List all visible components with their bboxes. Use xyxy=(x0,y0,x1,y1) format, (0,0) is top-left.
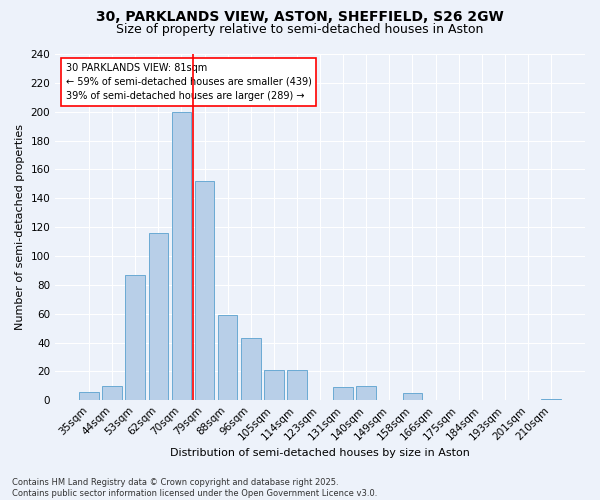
Bar xyxy=(103,386,122,400)
Bar xyxy=(149,233,168,400)
Bar xyxy=(264,370,284,400)
Bar xyxy=(356,386,376,400)
X-axis label: Distribution of semi-detached houses by size in Aston: Distribution of semi-detached houses by … xyxy=(170,448,470,458)
Bar xyxy=(541,399,561,400)
Bar xyxy=(125,274,145,400)
Text: Size of property relative to semi-detached houses in Aston: Size of property relative to semi-detach… xyxy=(116,22,484,36)
Bar xyxy=(241,338,260,400)
Bar xyxy=(79,392,99,400)
Bar xyxy=(403,393,422,400)
Bar xyxy=(172,112,191,400)
Text: Contains HM Land Registry data © Crown copyright and database right 2025.
Contai: Contains HM Land Registry data © Crown c… xyxy=(12,478,377,498)
Bar xyxy=(218,315,238,400)
Y-axis label: Number of semi-detached properties: Number of semi-detached properties xyxy=(15,124,25,330)
Text: 30 PARKLANDS VIEW: 81sqm
← 59% of semi-detached houses are smaller (439)
39% of : 30 PARKLANDS VIEW: 81sqm ← 59% of semi-d… xyxy=(66,62,311,100)
Text: 30, PARKLANDS VIEW, ASTON, SHEFFIELD, S26 2GW: 30, PARKLANDS VIEW, ASTON, SHEFFIELD, S2… xyxy=(96,10,504,24)
Bar xyxy=(195,181,214,400)
Bar xyxy=(334,387,353,400)
Bar xyxy=(287,370,307,400)
